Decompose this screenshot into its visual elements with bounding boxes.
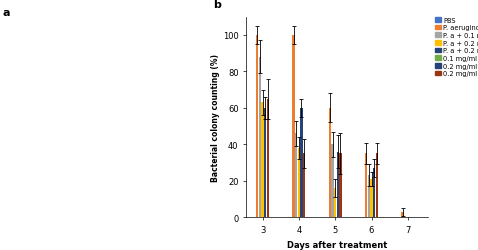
Bar: [370, 179, 373, 218]
Bar: [264, 108, 266, 218]
Bar: [261, 103, 264, 218]
Text: a: a: [2, 8, 10, 18]
Bar: [373, 168, 375, 218]
X-axis label: Days after treatment: Days after treatment: [287, 240, 387, 248]
Bar: [368, 176, 370, 218]
Bar: [259, 58, 261, 218]
Bar: [331, 145, 334, 218]
Bar: [337, 152, 339, 218]
Bar: [376, 154, 378, 218]
Bar: [339, 154, 342, 218]
Bar: [295, 134, 297, 218]
Bar: [298, 148, 300, 218]
Bar: [303, 154, 305, 218]
Text: b: b: [214, 0, 221, 10]
Bar: [365, 154, 368, 218]
Legend: PBS, P. aeruginosa 1034, P. a + 0.1 mg/ml Hp1404-T1e, P. a + 0.2 mg/ml Hp1404-T1: PBS, P. aeruginosa 1034, P. a + 0.1 mg/m…: [435, 17, 478, 78]
Bar: [300, 108, 303, 218]
Y-axis label: Bacterial colony counting (%): Bacterial colony counting (%): [211, 54, 220, 181]
Bar: [293, 36, 295, 218]
Bar: [334, 188, 337, 218]
Bar: [329, 108, 331, 218]
Bar: [256, 36, 259, 218]
Bar: [267, 99, 269, 218]
Bar: [402, 212, 404, 218]
